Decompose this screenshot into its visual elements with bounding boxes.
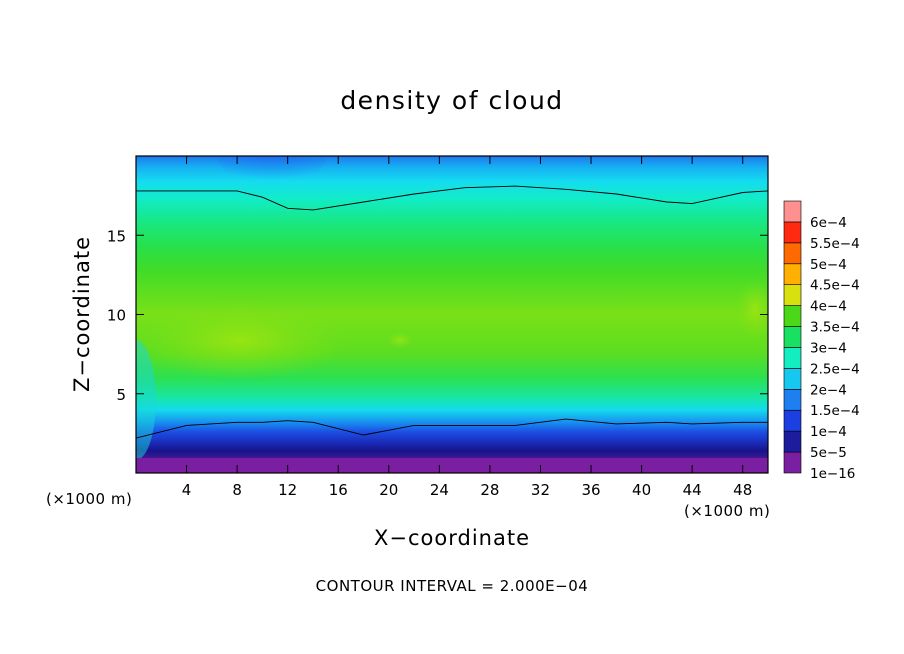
colorbar-label: 1e−16 (810, 466, 855, 482)
y-tick-label: 10 (107, 307, 126, 325)
x-tick-label: 40 (632, 481, 651, 499)
colorbar-label: 5.5e−4 (810, 236, 860, 252)
y-tick-label: 5 (116, 386, 126, 404)
contour-line-top (136, 185, 769, 211)
y-axis-label: Z−coordinate (70, 236, 94, 392)
chart-title: density of cloud (340, 86, 564, 115)
colorbar-swatch (783, 368, 802, 390)
colorbar-label: 6e−4 (810, 215, 847, 231)
colorbar-label: 5e−4 (810, 257, 847, 273)
colorbar-label: 2.5e−4 (810, 361, 860, 377)
x-tick-label: 44 (683, 481, 702, 499)
colorbar-label: 1e−4 (810, 424, 847, 440)
colorbar-label: 2e−4 (810, 382, 847, 398)
colorbar-swatch (783, 430, 802, 453)
colorbar-swatch (783, 221, 802, 244)
contour-interval-note: CONTOUR INTERVAL = 2.000E−04 (315, 577, 589, 595)
colorbar-label: 3.5e−4 (810, 320, 860, 336)
colorbar-label: 4e−4 (810, 299, 847, 315)
colorbar-swatch (783, 284, 802, 306)
colorbar-swatch (783, 200, 802, 223)
colorbar-swatch (783, 389, 802, 411)
colorbar-swatch (783, 242, 802, 265)
colorbar-label: 5e−5 (810, 445, 847, 461)
colorbar-label: 3e−4 (810, 340, 847, 356)
x-tick-label: 8 (232, 481, 242, 499)
x-tick-label: 16 (329, 481, 348, 499)
contour-lines (135, 185, 769, 439)
colorbar-swatch (783, 409, 802, 432)
heatmap-field (136, 156, 768, 473)
x-tick-label: 28 (480, 481, 499, 499)
y-tick-label: 15 (107, 227, 126, 245)
x-tick-label: 32 (531, 481, 550, 499)
x-axis-unit: (×1000 m) (684, 502, 771, 520)
y-axis-unit: (×1000 m) (46, 490, 133, 508)
x-tick-label: 36 (581, 481, 600, 499)
colorbar-swatch (783, 305, 802, 327)
x-tick-label: 24 (430, 481, 449, 499)
colorbar-swatch (783, 326, 802, 348)
colorbar: 1e−16 5e−5 1e−4 1.5e−4 2e−4 2.5e−4 3e−4 3.5e−4 4… (783, 200, 860, 482)
colorbar-label: 4.5e−4 (810, 278, 860, 294)
colorbar-swatch (783, 451, 802, 474)
contour-line-bottom (135, 418, 768, 439)
colorbar-label: 1.5e−4 (810, 403, 860, 419)
x-tick-label: 48 (733, 481, 752, 499)
colorbar-swatch (783, 347, 802, 369)
x-tick-label: 12 (278, 481, 297, 499)
x-axis-label: X−coordinate (374, 526, 530, 550)
x-tick-label: 4 (182, 481, 192, 499)
x-tick-label: 20 (379, 481, 398, 499)
colorbar-swatch (783, 263, 802, 285)
